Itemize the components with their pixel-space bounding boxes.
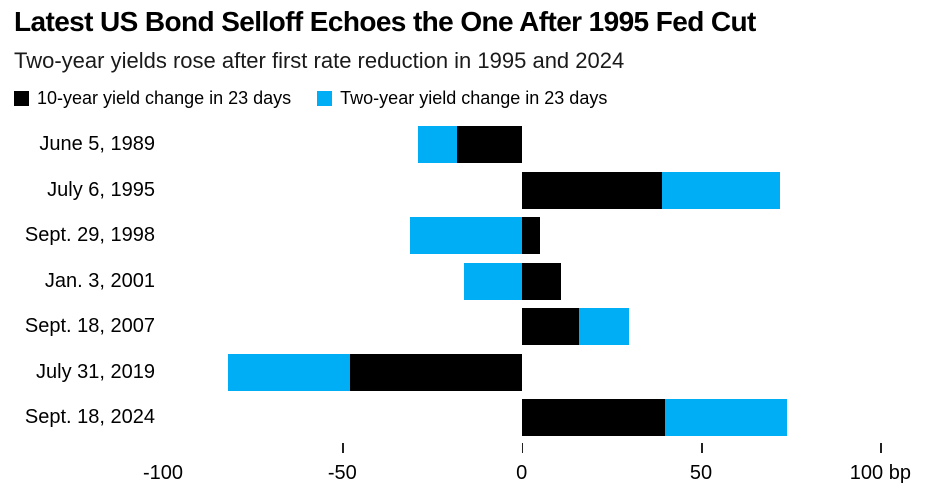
category-label: Jan. 3, 2001	[44, 269, 155, 292]
axis-tick-label: 100 bp	[849, 462, 911, 484]
chart-subtitle: Two-year yields rose after first rate re…	[14, 48, 625, 73]
bar-track	[163, 353, 927, 391]
category-label: June 5, 1989	[39, 133, 155, 156]
axis-tick	[880, 443, 882, 453]
two-year-yield-bar	[665, 399, 788, 437]
axis-tick	[521, 443, 524, 453]
ten-year-yield-bar	[521, 308, 580, 346]
category-label: July 6, 1995	[47, 178, 155, 201]
category-label: Sept. 18, 2007	[24, 315, 155, 338]
ten-year-yield-bar	[521, 217, 540, 255]
legend-swatch-10-year	[14, 91, 29, 106]
axis-tick-label: -50	[327, 462, 357, 484]
chart-row: July 6, 1995	[0, 168, 927, 214]
two-year-yield-bar	[579, 308, 630, 346]
legend-item-10-year: 10-year yield change in 23 days	[14, 88, 291, 109]
axis-tick-label: 0	[516, 462, 528, 484]
x-axis: -100 -50 0 50 100 bp	[143, 440, 927, 499]
bar-chart-plot-area: June 5, 1989 July 6, 1995 Sept. 29, 1998 Ja…	[0, 122, 927, 441]
legend-label-two-year: Two-year yield change in 23 days	[340, 88, 608, 108]
chart-title: Latest US Bond Selloff Echoes the One Af…	[14, 6, 756, 37]
ten-year-yield-bar	[521, 399, 666, 437]
ten-year-yield-bar	[521, 262, 562, 300]
ten-year-yield-bar	[457, 126, 522, 164]
axis-tick-label: 50	[689, 462, 713, 484]
legend: 10-year yield change in 23 days Two-year…	[14, 88, 607, 109]
legend-item-two-year: Two-year yield change in 23 days	[317, 88, 607, 109]
category-label: Sept. 29, 1998	[24, 224, 155, 247]
axis-tick-label: -100	[142, 462, 184, 484]
legend-label-10-year: 10-year yield change in 23 days	[37, 88, 292, 108]
axis-tick	[701, 443, 703, 453]
chart-row: Sept. 18, 2024	[0, 395, 927, 441]
chart-row: Jan. 3, 2001	[0, 259, 927, 305]
chart-row: July 31, 2019	[0, 350, 927, 396]
two-year-yield-bar	[410, 217, 522, 255]
ten-year-yield-bar	[349, 353, 522, 391]
two-year-yield-bar	[661, 171, 780, 209]
legend-swatch-two-year	[317, 91, 333, 106]
ten-year-yield-bar	[521, 171, 662, 209]
bar-track	[163, 308, 927, 346]
bar-track	[163, 262, 927, 300]
bar-track	[163, 217, 927, 255]
two-year-yield-bar	[464, 262, 522, 300]
chart-row: Sept. 29, 1998	[0, 213, 927, 259]
category-label: Sept. 18, 2024	[24, 406, 155, 429]
category-label: July 31, 2019	[36, 360, 155, 383]
chart-row: Sept. 18, 2007	[0, 304, 927, 350]
two-year-yield-bar	[227, 353, 350, 391]
bar-track	[163, 171, 927, 209]
axis-tick	[342, 443, 344, 453]
chart-row: June 5, 1989	[0, 122, 927, 168]
bar-track	[163, 399, 927, 437]
bar-track	[163, 126, 927, 164]
two-year-yield-bar	[417, 126, 458, 164]
